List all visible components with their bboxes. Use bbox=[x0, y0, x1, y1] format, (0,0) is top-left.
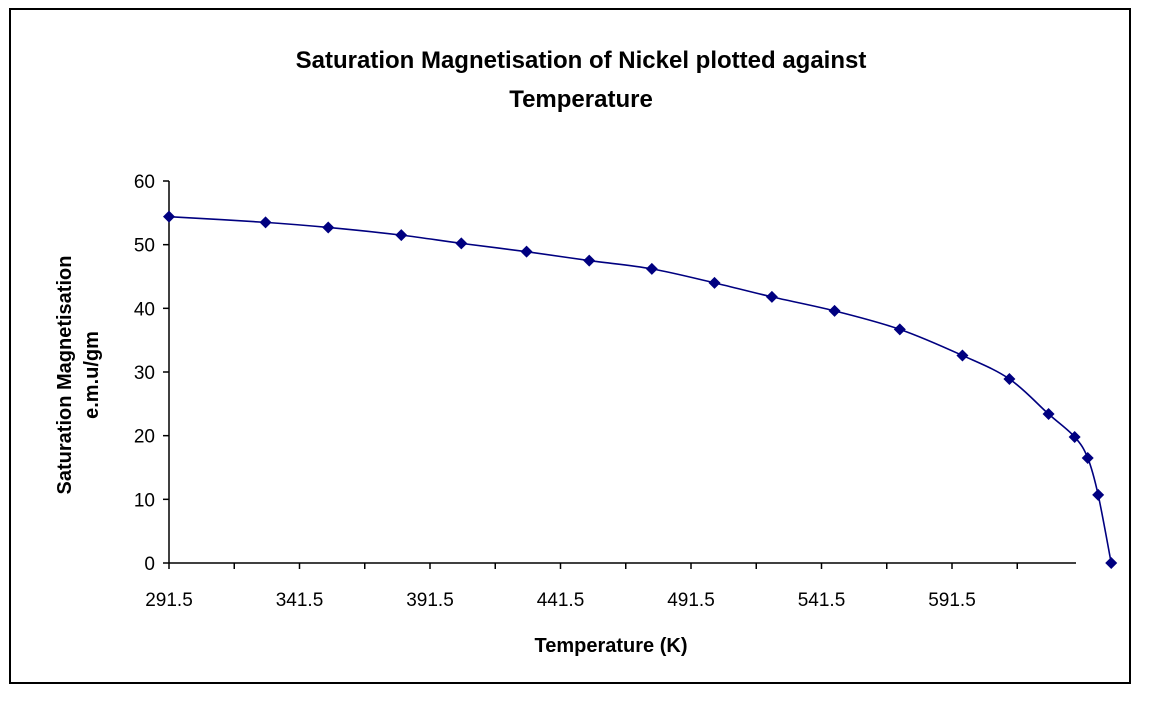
y-tick-label: 50 bbox=[134, 236, 155, 257]
x-tick-label: 591.5 bbox=[928, 590, 976, 611]
data-point bbox=[956, 349, 969, 362]
data-point bbox=[395, 229, 408, 242]
chart-title-line-2: Temperature bbox=[509, 86, 653, 113]
data-point bbox=[520, 245, 533, 258]
chart-title-line-1: Saturation Magnetisation of Nickel plott… bbox=[296, 47, 867, 74]
x-axis-title: Temperature (K) bbox=[535, 635, 688, 657]
y-tick-label: 0 bbox=[144, 554, 155, 575]
data-point bbox=[1105, 557, 1118, 569]
series-line bbox=[168, 215, 1112, 564]
data-point bbox=[1003, 373, 1016, 386]
tick-labels: 0 10 20 30 40 50 60 291.5 341.5 391.5 441.5 491.5 54… bbox=[134, 172, 976, 611]
data-point bbox=[893, 323, 906, 336]
x-tick-label: 441.5 bbox=[537, 590, 585, 611]
data-point bbox=[455, 237, 468, 250]
y-tick-label: 10 bbox=[134, 490, 155, 511]
data-point bbox=[322, 221, 335, 234]
x-tick-label: 341.5 bbox=[276, 590, 324, 611]
y-axis-title: Saturation Magnetisation e.m.u/gm bbox=[54, 256, 103, 495]
data-point bbox=[708, 276, 721, 289]
x-tick-label: 491.5 bbox=[667, 590, 715, 611]
data-point bbox=[259, 216, 272, 229]
x-tick-label: 541.5 bbox=[798, 590, 846, 611]
data-point bbox=[1081, 451, 1094, 464]
y-axis-title-line-2: e.m.u/gm bbox=[81, 331, 103, 419]
y-tick-label: 40 bbox=[134, 299, 155, 320]
data-point bbox=[163, 210, 175, 223]
y-tick-label: 60 bbox=[134, 172, 155, 193]
data-point bbox=[765, 290, 778, 303]
data-point bbox=[583, 254, 596, 267]
data-point bbox=[1042, 408, 1055, 421]
data-point bbox=[645, 262, 658, 275]
y-axis-title-line-1: Saturation Magnetisation bbox=[54, 256, 76, 495]
x-tick-label: 291.5 bbox=[145, 590, 193, 611]
data-series bbox=[163, 210, 1118, 569]
data-point bbox=[828, 304, 841, 317]
axes bbox=[163, 180, 1076, 569]
y-tick-label: 20 bbox=[134, 427, 155, 448]
data-point bbox=[1068, 430, 1081, 443]
chart-frame bbox=[9, 8, 1131, 684]
data-point bbox=[1092, 488, 1105, 501]
x-tick-label: 391.5 bbox=[406, 590, 454, 611]
y-tick-label: 30 bbox=[134, 363, 155, 384]
